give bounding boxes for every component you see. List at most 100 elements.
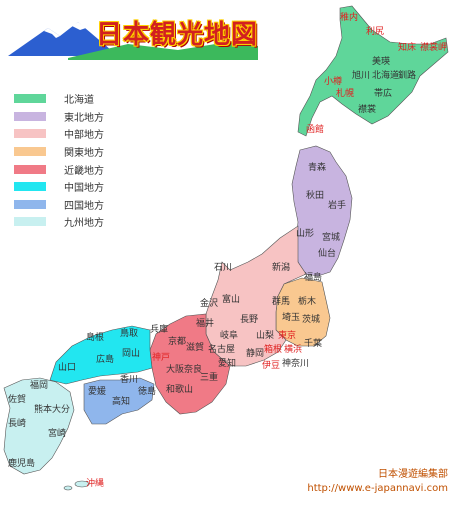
city-label: 横浜: [284, 343, 302, 355]
prefecture-label: 滋賀: [186, 341, 204, 353]
prefecture-label: 襟裳: [358, 103, 376, 115]
page-title: 日本観光地図: [96, 20, 259, 50]
legend-item: 関東地方: [14, 143, 104, 161]
prefecture-label: 福井: [196, 317, 214, 329]
map-legend: 北海道 東北地方 中部地方 関東地方 近畿地方 中国地方 四国地方 九州地方: [14, 90, 104, 231]
prefecture-label: 京都: [168, 335, 186, 347]
legend-item: 北海道: [14, 90, 104, 108]
prefecture-label: 福島: [304, 271, 322, 283]
island-shape: [63, 485, 73, 491]
city-label: 沖縄: [86, 477, 104, 489]
legend-swatch: [14, 199, 46, 209]
prefecture-label: 青森: [308, 161, 326, 173]
region-chugoku[interactable]: [49, 325, 153, 385]
city-label: 札幌: [336, 87, 354, 99]
legend-swatch: [14, 182, 46, 192]
prefecture-label: 茨城: [302, 313, 320, 325]
prefecture-label: 愛知: [218, 357, 236, 369]
city-label: 利尻: [366, 25, 384, 37]
prefecture-label: 三重: [200, 371, 218, 383]
city-label: 函館: [306, 123, 324, 135]
prefecture-label: 宮城: [322, 231, 340, 243]
region-kinki[interactable]: [149, 313, 231, 415]
credit-block: 日本漫遊編集部 http://www.e-japannavi.com: [307, 468, 448, 496]
legend-label: 九州地方: [64, 218, 104, 230]
prefecture-label: 愛媛: [88, 385, 106, 397]
legend-swatch: [14, 111, 46, 121]
city-label: 東京: [278, 329, 296, 341]
title-banner: 日本観光地図: [8, 6, 258, 62]
city-label: 箱根: [264, 343, 282, 355]
region-kyushu[interactable]: [3, 377, 75, 475]
prefecture-label: 群馬: [272, 295, 290, 307]
legend-swatch: [14, 164, 46, 174]
city-label: 神戸: [152, 351, 170, 363]
city-label: 稚内: [340, 11, 358, 23]
city-label: 小樽: [324, 75, 342, 87]
region-okinawa[interactable]: [74, 480, 90, 488]
prefecture-label: 長野: [240, 314, 258, 325]
prefecture-label: 石川: [214, 263, 232, 273]
prefecture-label: 秋田: [306, 189, 324, 201]
prefecture-label: 仙台: [318, 247, 336, 259]
prefecture-label: 兵庫: [150, 323, 168, 335]
prefecture-label: 埼玉: [282, 311, 300, 323]
prefecture-label: 名古屋: [208, 343, 235, 355]
prefecture-label: 岩手: [328, 199, 346, 211]
prefecture-label: 奈良: [184, 363, 202, 375]
legend-label: 東北地方: [64, 112, 104, 124]
prefecture-label: 福岡: [30, 379, 48, 391]
prefecture-label: 熊本: [34, 403, 52, 415]
prefecture-label: 徳島: [138, 385, 156, 397]
region-hokkaido[interactable]: [297, 5, 449, 137]
legend-item: 近畿地方: [14, 160, 104, 178]
legend-label: 中国地方: [64, 183, 104, 195]
prefecture-label: 大阪: [166, 363, 184, 375]
prefecture-label: 山口: [58, 362, 76, 373]
region-shikoku[interactable]: [83, 377, 155, 425]
prefecture-label: 鹿児島: [8, 457, 35, 469]
legend-item: 九州地方: [14, 213, 104, 231]
prefecture-label: 佐賀: [8, 393, 26, 405]
prefecture-label: 帯広: [374, 87, 392, 99]
legend-swatch: [14, 94, 46, 104]
legend-item: 中国地方: [14, 178, 104, 196]
legend-item: 中部地方: [14, 125, 104, 143]
city-label: 伊豆: [262, 359, 280, 371]
mountain-logo-icon: [8, 22, 258, 60]
legend-item: 東北地方: [14, 108, 104, 126]
prefecture-label: 岡山: [122, 348, 140, 359]
region-tohoku[interactable]: [291, 145, 353, 277]
legend-label: 四国地方: [64, 200, 104, 212]
prefecture-label: 金沢: [200, 297, 218, 309]
legend-label: 北海道: [64, 95, 94, 107]
legend-swatch: [14, 217, 46, 227]
prefecture-label: 山形: [296, 227, 314, 239]
prefecture-label: 広島: [96, 353, 114, 365]
prefecture-label: 旭川: [352, 69, 370, 81]
prefecture-label: 千葉: [304, 337, 322, 349]
prefecture-label: 島根: [86, 331, 104, 343]
prefecture-label: 高知: [112, 395, 130, 407]
prefecture-label: 新潟: [272, 261, 290, 273]
legend-label: 近畿地方: [64, 165, 104, 177]
prefecture-label: 長崎: [8, 417, 26, 429]
legend-label: 中部地方: [64, 130, 104, 142]
prefecture-label: 栃木: [298, 295, 316, 307]
prefecture-label: 宮崎: [48, 427, 66, 439]
legend-item: 四国地方: [14, 196, 104, 214]
prefecture-label: 美瑛: [372, 55, 390, 67]
legend-label: 関東地方: [64, 148, 104, 160]
city-label: 襟裳岬: [420, 41, 447, 53]
prefecture-label: 鳥取: [120, 327, 138, 339]
prefecture-label: 和歌山: [166, 383, 193, 395]
prefecture-label: 岐阜: [220, 329, 238, 341]
legend-swatch: [14, 129, 46, 139]
prefecture-label: 富山: [222, 293, 240, 305]
credit-url[interactable]: http://www.e-japannavi.com: [307, 483, 448, 494]
prefecture-label: 香川: [120, 374, 138, 385]
credit-org: 日本漫遊編集部: [378, 469, 448, 480]
city-label: 知床: [398, 41, 416, 53]
